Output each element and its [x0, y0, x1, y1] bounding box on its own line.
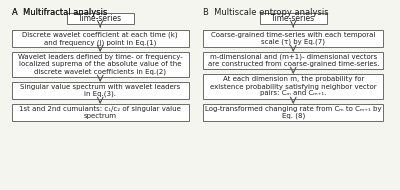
Text: Coarse-grained time-series with each temporal
scale (τ) by Eq.(7): Coarse-grained time-series with each tem…: [211, 32, 376, 45]
Text: m-dimensional and (m+1)- dimensional vectors
are constructed from coarse-grained: m-dimensional and (m+1)- dimensional vec…: [208, 54, 379, 67]
FancyBboxPatch shape: [12, 82, 189, 99]
FancyBboxPatch shape: [12, 104, 189, 121]
FancyBboxPatch shape: [67, 13, 134, 24]
Text: Time-series: Time-series: [78, 14, 122, 23]
Text: A  Multifractal analysis: A Multifractal analysis: [12, 8, 107, 17]
FancyBboxPatch shape: [12, 52, 189, 77]
Text: Time-series: Time-series: [271, 14, 315, 23]
FancyBboxPatch shape: [203, 52, 383, 69]
Text: Wavelet leaders defined by time- or frequency-
localized suprema of the absolute: Wavelet leaders defined by time- or freq…: [18, 54, 182, 75]
FancyBboxPatch shape: [203, 104, 383, 121]
Text: A  Multifractal analysis: A Multifractal analysis: [12, 8, 107, 17]
FancyBboxPatch shape: [12, 30, 189, 47]
Text: At each dimension m, the probability for
existence probability satisfying neighb: At each dimension m, the probability for…: [210, 77, 376, 97]
Text: 1st and 2nd cumulants: c₁/c₂ of singular value
spectrum: 1st and 2nd cumulants: c₁/c₂ of singular…: [19, 106, 181, 119]
Text: Singular value spectrum with wavelet leaders
in Eq.(3).: Singular value spectrum with wavelet lea…: [20, 84, 180, 97]
FancyBboxPatch shape: [260, 13, 327, 24]
Text: B  Multiscale entropy analysis: B Multiscale entropy analysis: [203, 8, 329, 17]
Text: Discrete wavelet coefficient at each time (k)
and frequency (j) point in Eq.(1): Discrete wavelet coefficient at each tim…: [22, 32, 178, 45]
FancyBboxPatch shape: [203, 30, 383, 47]
Text: Log-transformed changing rate from Cₘ to Cₘ₊₁ by
Eq. (8): Log-transformed changing rate from Cₘ to…: [205, 106, 382, 119]
FancyBboxPatch shape: [203, 74, 383, 99]
